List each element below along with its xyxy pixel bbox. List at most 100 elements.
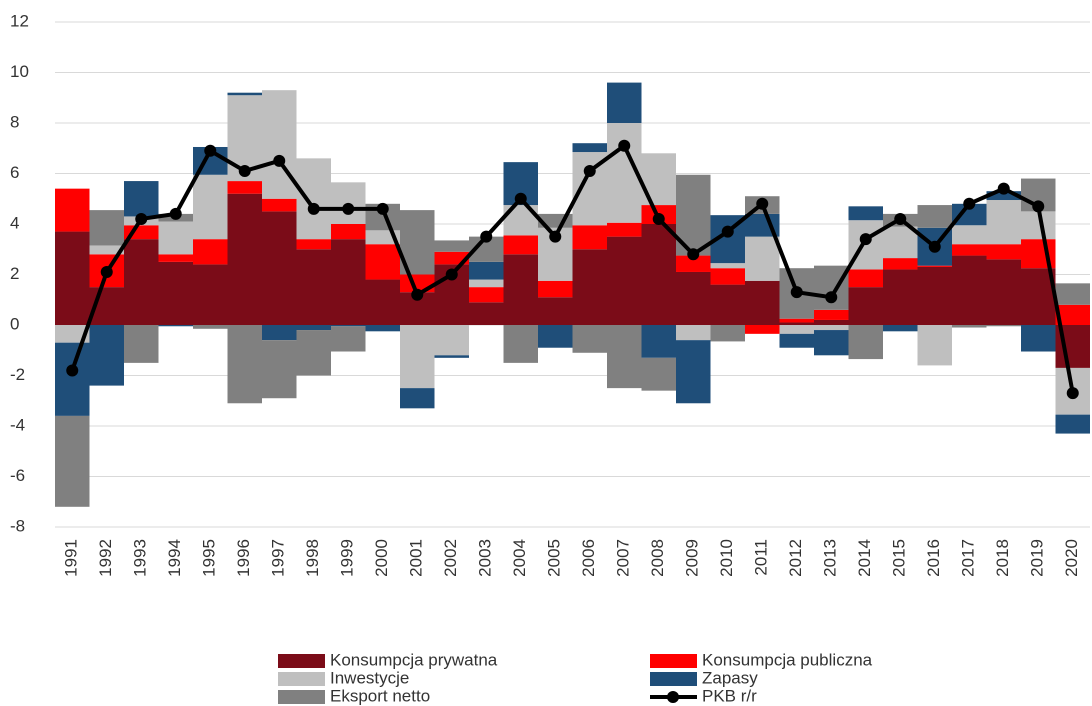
bar-segment	[55, 188, 90, 232]
bar-segment	[883, 226, 918, 259]
y-tick-label: -8	[10, 516, 25, 535]
legend-label: Inwestycje	[330, 668, 409, 687]
x-tick-label: 1994	[165, 539, 184, 577]
x-tick-label: 2006	[579, 539, 598, 577]
bar-segment	[848, 269, 883, 288]
y-tick-label: 12	[10, 11, 29, 30]
x-tick-label: 1992	[96, 539, 115, 577]
line-marker	[1066, 387, 1079, 400]
line-marker	[549, 230, 562, 243]
line-marker	[66, 364, 79, 377]
bar-segment	[572, 325, 607, 353]
bar-segment	[503, 325, 538, 363]
line-marker	[894, 212, 907, 225]
bar-segment	[469, 287, 504, 303]
line-marker	[135, 212, 148, 225]
legend-swatch	[278, 672, 325, 686]
bar-segment	[986, 325, 1021, 327]
bar-segment	[676, 255, 711, 272]
x-tick-label: 1991	[62, 539, 81, 577]
bar-segment	[779, 318, 814, 323]
bar-segment	[986, 244, 1021, 260]
line	[70, 142, 1075, 394]
legend-swatch	[278, 690, 325, 704]
bar-segment	[676, 325, 711, 341]
bar-segment	[779, 325, 814, 334]
bar-segment	[710, 268, 745, 285]
bar-segment	[365, 244, 400, 280]
bar-segment	[331, 224, 366, 240]
bar-segment	[1055, 283, 1090, 305]
bar-segment	[365, 325, 400, 332]
x-tick-label: 1996	[234, 539, 253, 577]
bar-segment	[193, 325, 228, 329]
bar-segment	[262, 340, 297, 399]
bar-segment	[434, 240, 469, 252]
x-tick-label: 2019	[1028, 539, 1047, 577]
bar-segment	[952, 255, 987, 325]
bar-segment	[745, 280, 780, 325]
y-tick-label: 6	[10, 163, 19, 182]
bar-segment	[883, 269, 918, 325]
bar-segment	[745, 236, 780, 281]
bar-segment	[89, 210, 124, 246]
line-marker	[307, 202, 320, 215]
bar-segment	[641, 224, 676, 325]
legend-swatch	[650, 672, 697, 686]
legend-swatch	[278, 654, 325, 668]
bar-segment	[710, 263, 745, 269]
bar-segment	[331, 325, 366, 327]
bar-segment	[607, 222, 642, 237]
y-tick-label: 4	[10, 213, 19, 232]
bar-segment	[779, 333, 814, 348]
bar-segment	[538, 297, 573, 325]
bar-segment	[55, 231, 90, 325]
bar-segment	[917, 325, 952, 366]
bar-segment	[55, 342, 90, 416]
bar-segment	[952, 325, 987, 328]
bar-segment	[434, 355, 469, 358]
bar-segment	[952, 203, 987, 226]
bar-segment	[158, 221, 193, 255]
x-tick-label: 2009	[683, 539, 702, 577]
line-marker	[480, 230, 493, 243]
bar-segment	[227, 325, 262, 404]
line-marker	[238, 164, 251, 177]
bar-segment	[572, 143, 607, 153]
bar-segment	[503, 235, 538, 255]
bar-segment	[124, 181, 159, 217]
bar-segment	[296, 239, 331, 250]
bar-segment	[572, 225, 607, 250]
bar-segment	[641, 325, 676, 358]
bar-segment	[262, 198, 297, 212]
x-tick-label: 1993	[131, 539, 150, 577]
bar-segment	[193, 239, 228, 265]
legend-label: Zapasy	[702, 668, 758, 687]
bar-segment	[986, 200, 1021, 245]
y-tick-label: 10	[10, 62, 29, 81]
bar-segment	[124, 325, 159, 363]
line-marker	[963, 197, 976, 210]
line-marker	[825, 291, 838, 304]
line-marker	[687, 248, 700, 261]
bar-segment	[1055, 304, 1090, 325]
bar-segment	[917, 265, 952, 267]
bar-segment	[55, 415, 90, 507]
x-tick-label: 1998	[303, 539, 322, 577]
bar-segment	[745, 325, 780, 334]
line-marker	[790, 286, 803, 299]
legend-label: Eksport netto	[330, 686, 430, 705]
bar-segment	[814, 319, 849, 325]
bar-segment	[158, 254, 193, 262]
bar-segment	[952, 244, 987, 256]
bar-segment	[538, 280, 573, 298]
bar-segment	[883, 325, 918, 332]
bar-segment	[469, 302, 504, 325]
bar-segment	[779, 322, 814, 325]
x-tick-label: 2017	[959, 539, 978, 577]
bar-segment	[296, 330, 331, 376]
line-marker	[169, 207, 182, 220]
x-tick-label: 2011	[752, 539, 771, 576]
bar-segment	[641, 357, 676, 391]
